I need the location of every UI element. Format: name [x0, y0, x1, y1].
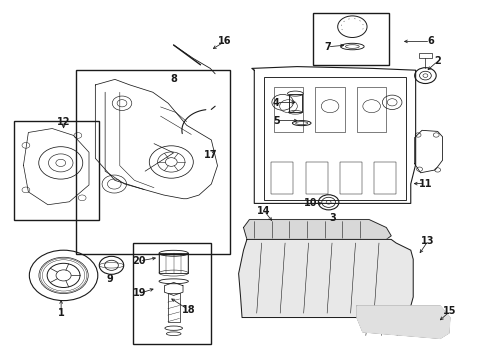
- Bar: [339, 162, 361, 194]
- Bar: [167, 293, 179, 321]
- Text: 9: 9: [106, 274, 113, 284]
- Bar: [271, 162, 293, 194]
- Text: 16: 16: [218, 36, 231, 46]
- Text: 15: 15: [442, 306, 456, 316]
- Text: 13: 13: [420, 236, 434, 246]
- Text: 14: 14: [257, 206, 270, 216]
- Bar: [76, 70, 229, 254]
- Bar: [14, 121, 99, 220]
- Bar: [315, 87, 344, 132]
- Text: 10: 10: [303, 198, 317, 208]
- Text: 12: 12: [57, 117, 70, 127]
- Text: 6: 6: [426, 36, 433, 46]
- Text: 11: 11: [418, 179, 431, 189]
- Text: 4: 4: [272, 98, 279, 108]
- Text: 7: 7: [324, 42, 330, 52]
- Text: 17: 17: [203, 150, 217, 160]
- Polygon shape: [238, 239, 412, 318]
- Bar: [159, 253, 188, 273]
- Bar: [418, 53, 431, 58]
- Text: 19: 19: [132, 288, 146, 298]
- Bar: [312, 13, 388, 65]
- Bar: [133, 243, 211, 344]
- Text: 8: 8: [170, 74, 177, 84]
- Text: 20: 20: [132, 256, 146, 266]
- Text: 2: 2: [433, 56, 440, 66]
- Bar: [356, 87, 386, 132]
- Polygon shape: [243, 220, 390, 241]
- Bar: [373, 162, 395, 194]
- Polygon shape: [356, 306, 449, 338]
- Bar: [288, 94, 302, 112]
- Text: 1: 1: [58, 308, 64, 318]
- Text: 18: 18: [181, 305, 195, 315]
- Bar: [264, 77, 405, 200]
- Text: 3: 3: [328, 213, 335, 223]
- Text: 5: 5: [272, 116, 279, 126]
- Bar: [305, 162, 327, 194]
- Bar: [273, 87, 303, 132]
